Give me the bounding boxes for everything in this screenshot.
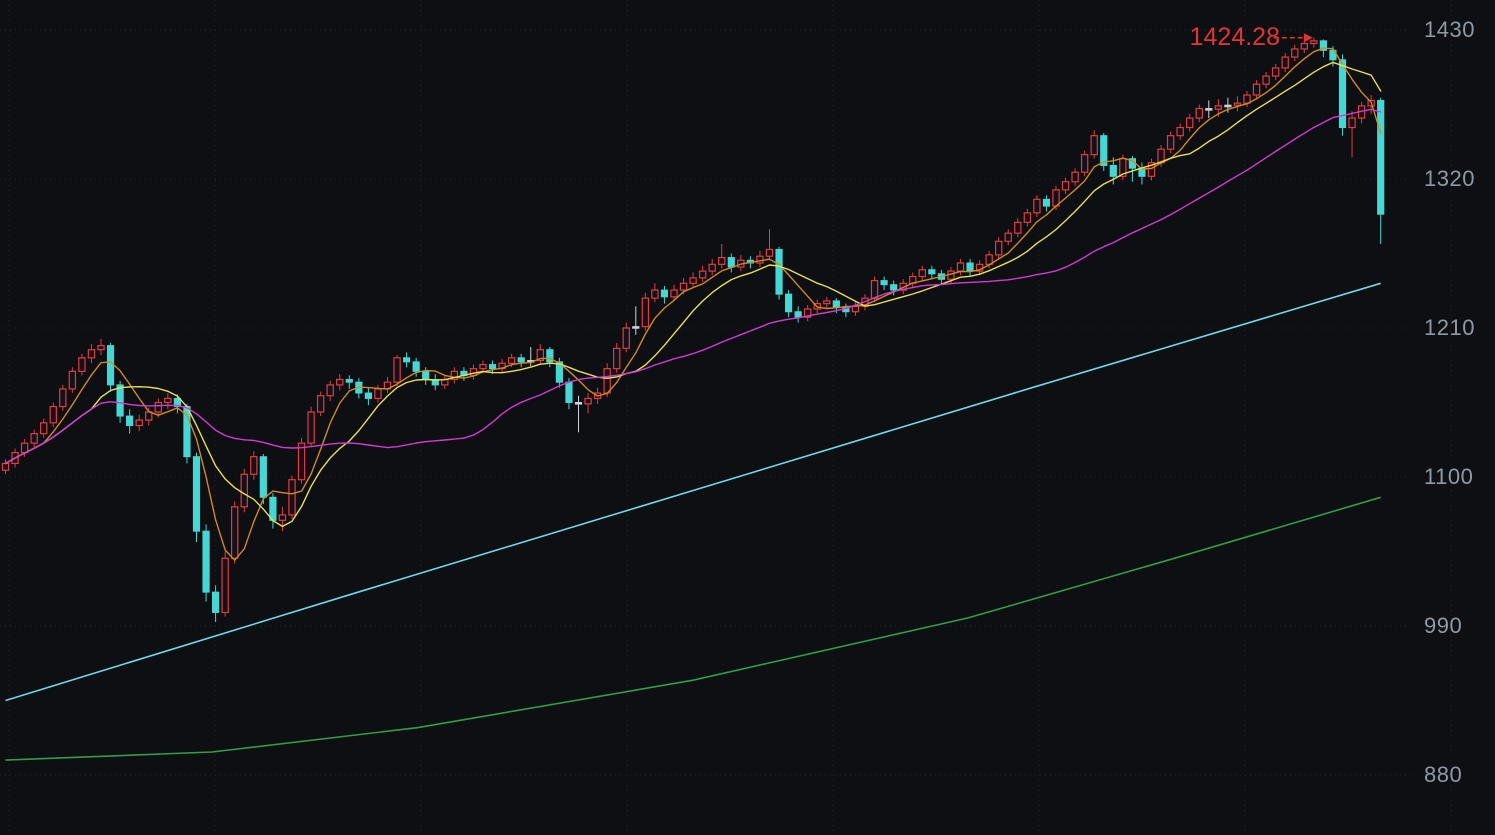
y-axis-label: 1430 [1424,17,1475,42]
y-axis-label: 990 [1424,613,1463,638]
annotation-arrow [1273,33,1313,43]
y-axis-label: 1100 [1424,464,1474,489]
long-moving-averages [5,282,1381,761]
y-axis-label: 1210 [1424,315,1475,340]
short-moving-averages [4,47,1382,561]
y-axis: 1430 1320 1210 1100 990 880 [1424,0,1494,835]
y-axis-label: 1320 [1424,166,1475,191]
candles-layer [1,37,1385,622]
last-high-price-label: 1424.28 [1189,23,1280,51]
y-axis-label: 880 [1424,762,1463,787]
gridlines [0,0,1452,835]
